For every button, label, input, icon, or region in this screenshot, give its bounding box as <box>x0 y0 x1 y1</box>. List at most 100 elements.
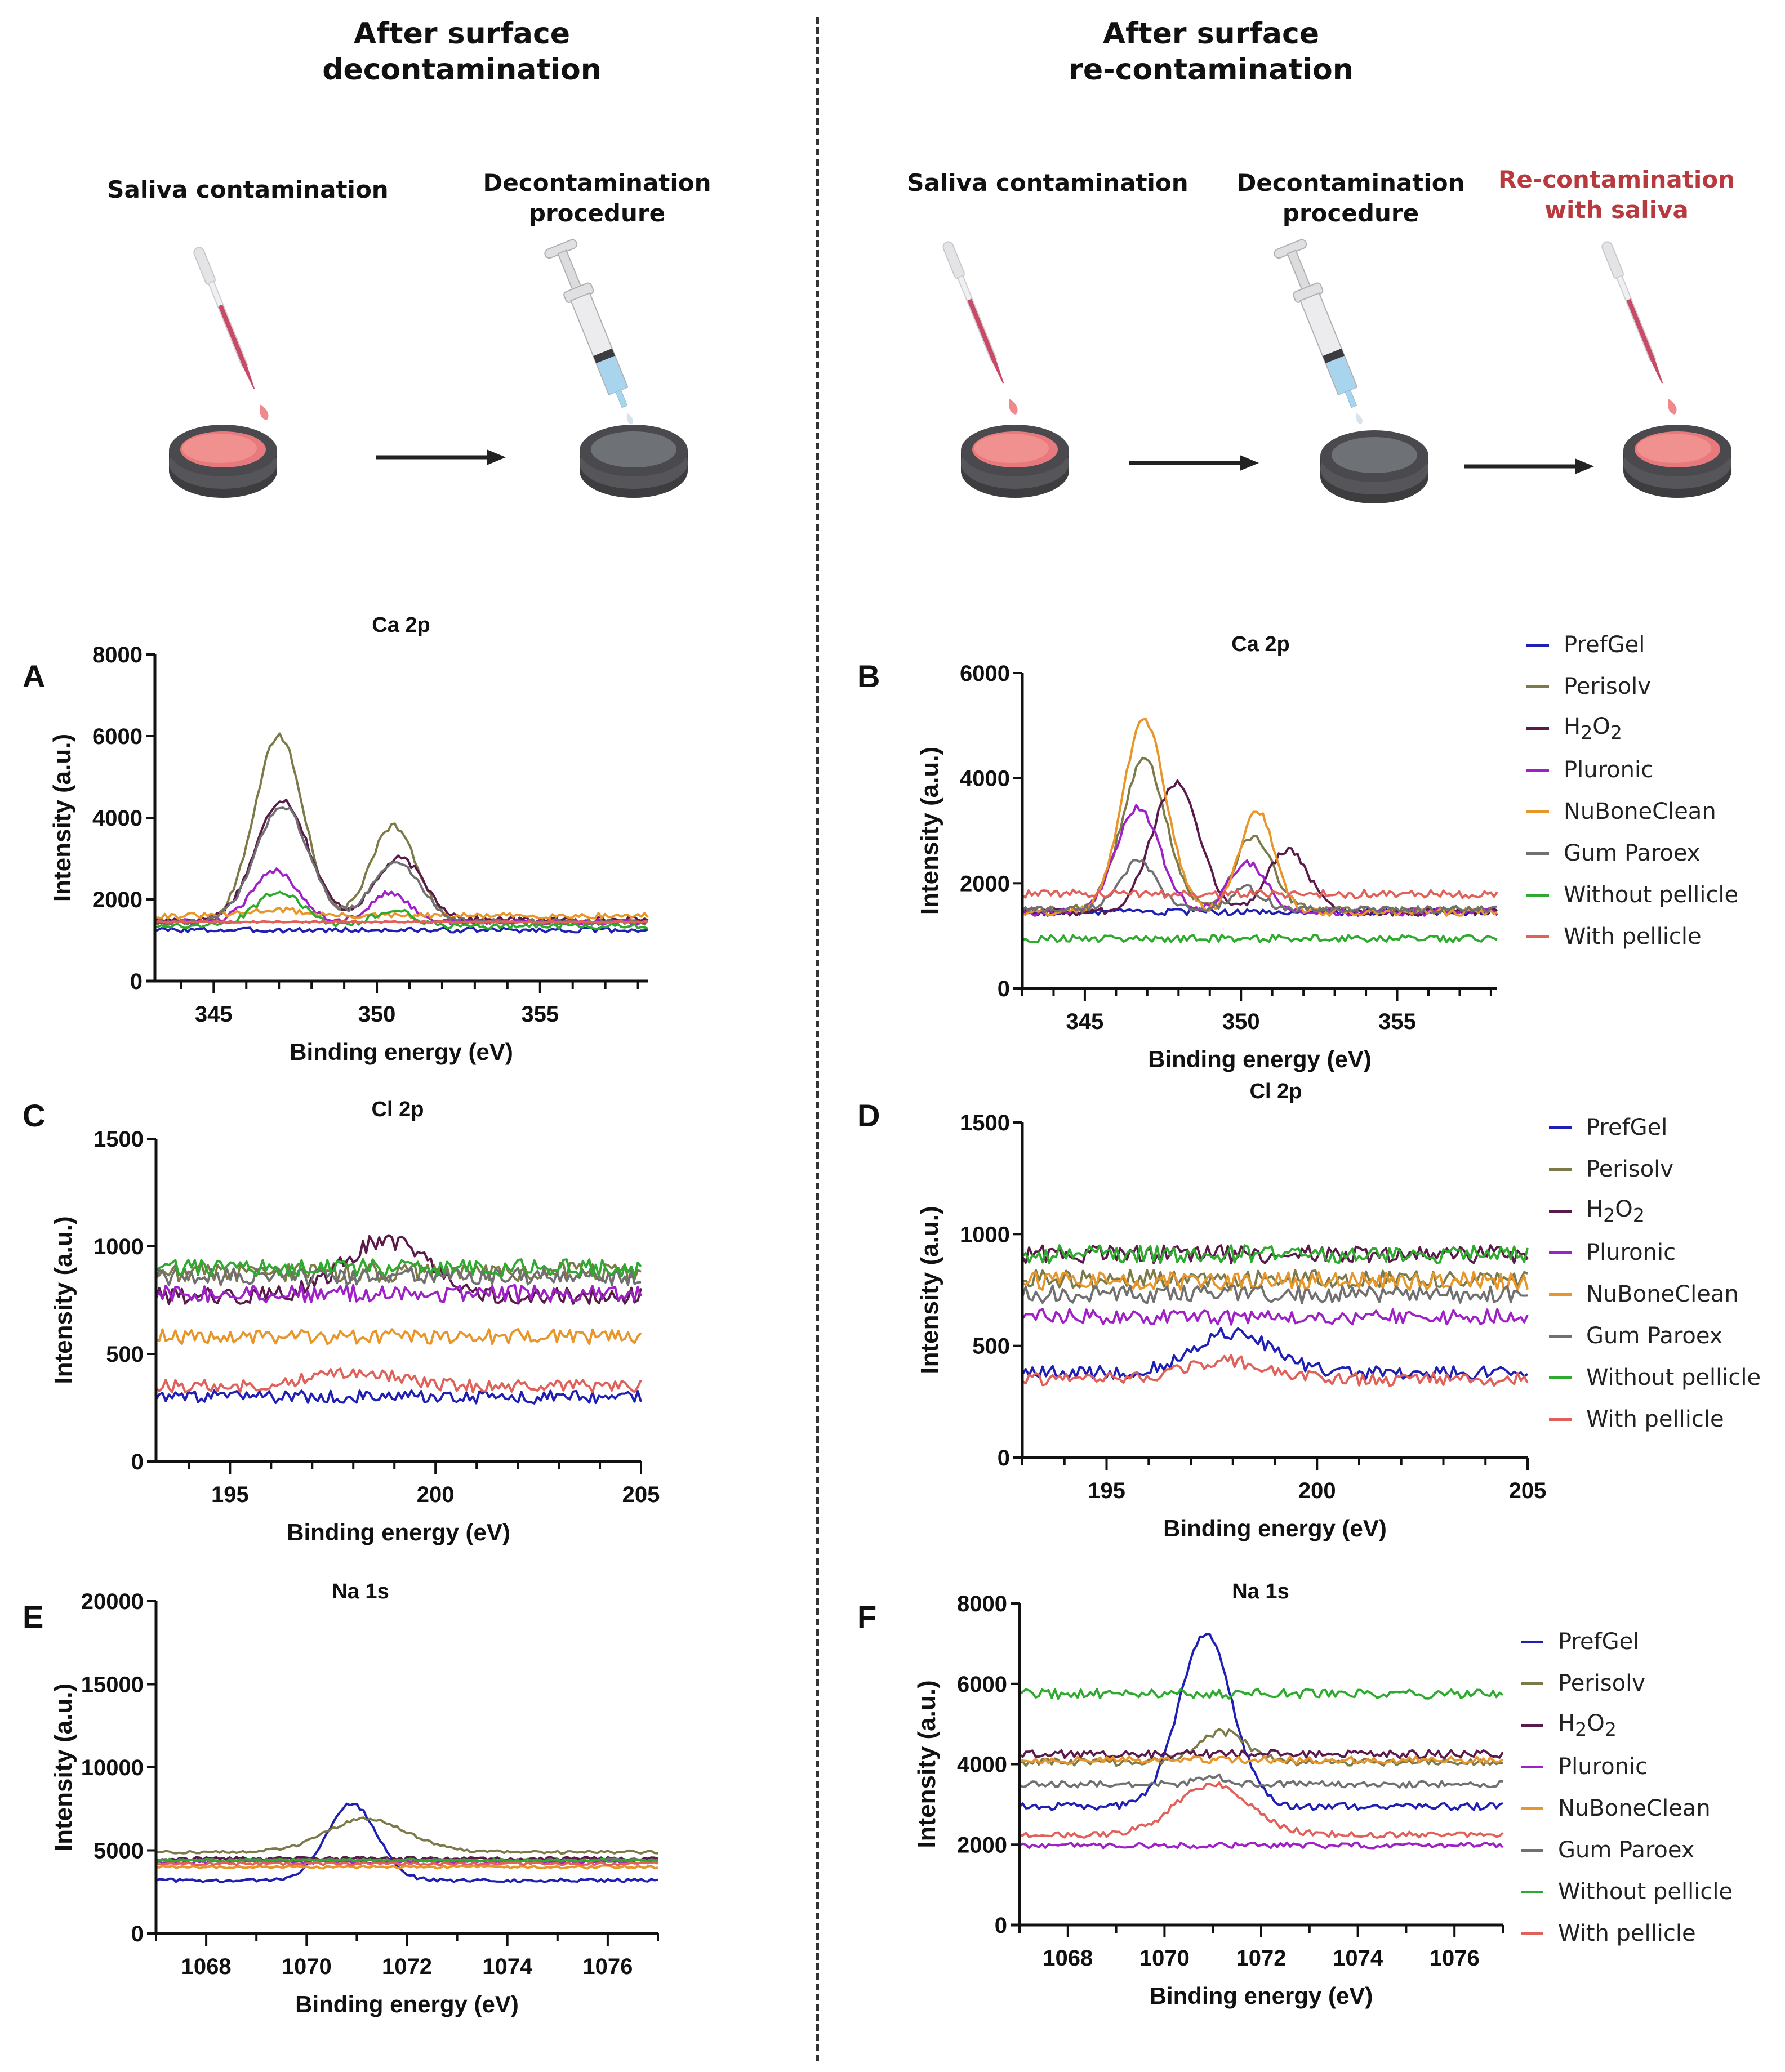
legend-label: With pellicle <box>1586 1406 1724 1432</box>
legend-item-pluronic: Pluronic <box>1549 1232 1761 1273</box>
left-section-title-line1: After surface <box>353 17 571 51</box>
legend-label: NuBoneClean <box>1586 1281 1739 1307</box>
x-tick-label: 1068 <box>181 1954 232 1979</box>
series-line-with-pellicle <box>1021 888 1498 899</box>
series-line-prefgel <box>155 1802 658 1883</box>
section-divider <box>816 17 819 2061</box>
legend-swatch <box>1526 768 1549 772</box>
right-section-title-line2: re-contamination <box>1069 53 1354 87</box>
legend-item-without-pellicle: Without pellicle <box>1549 1357 1761 1398</box>
series-line-h2o2 <box>154 799 648 924</box>
legend-item-gum-paroex: Gum Paroex <box>1549 1315 1761 1357</box>
series-line-pluronic <box>1021 1308 1529 1326</box>
y-tick-label: 6000 <box>960 661 1010 686</box>
chart-panel-c: C Cl 2p 0 500 1000 1500 195 200 205 Binding energ… <box>23 1098 660 1545</box>
series-line-perisolv <box>155 1816 658 1855</box>
legend-panel-f: PrefGel Perisolv H2O2 Pluronic NuBoneClean Gu… <box>1521 1621 1733 1954</box>
x-tick-label: 1074 <box>1333 1946 1383 1971</box>
y-tick-label: 2000 <box>92 888 143 912</box>
series-line-without-pellicle <box>155 1857 658 1863</box>
right-step-3-label-line1: Re-contamination <box>1498 166 1735 193</box>
legend-label: Without pellicle <box>1586 1365 1761 1391</box>
series-line-h2o2 <box>155 1234 642 1305</box>
legend-item-perisolv: Perisolv <box>1526 666 1738 707</box>
legend-label: PrefGel <box>1586 1115 1668 1140</box>
series-line-with-pellicle <box>154 920 648 924</box>
x-tick-label: 355 <box>521 1002 559 1027</box>
legend-label: NuBoneClean <box>1564 799 1716 825</box>
legend-label: With pellicle <box>1564 924 1702 950</box>
y-tick-label: 4000 <box>92 806 143 831</box>
x-axis-label: Binding energy (eV) <box>295 1991 519 2017</box>
legend-item-h2o2: H2O2 <box>1521 1704 1733 1746</box>
series-line-gum-paroex <box>154 806 648 926</box>
y-tick-label: 20000 <box>81 1589 144 1614</box>
legend-item-nuboneclean: NuBoneClean <box>1526 791 1738 832</box>
legend-item-gum-paroex: Gum Paroex <box>1526 832 1738 874</box>
legend-label: Perisolv <box>1558 1670 1645 1696</box>
series-line-without-pellicle <box>1022 934 1498 943</box>
y-axis-label: Intensity (a.u.) <box>913 1680 941 1848</box>
x-axis-label: Binding energy (eV) <box>1148 1046 1372 1072</box>
y-tick-label: 10000 <box>81 1755 144 1780</box>
series-line-prefgel <box>1021 1327 1529 1380</box>
legend-label: Pluronic <box>1564 757 1654 783</box>
x-axis-label: Binding energy (eV) <box>287 1519 510 1545</box>
x-tick-label: 350 <box>1222 1009 1260 1034</box>
y-tick-label: 8000 <box>957 1592 1007 1616</box>
left-step-1-label: Saliva contamination <box>79 175 417 205</box>
series-line-nuboneclean <box>154 906 649 920</box>
right-step-2-label: Decontamination procedure <box>1182 168 1520 229</box>
y-tick-label: 1000 <box>94 1235 144 1259</box>
legend-swatch <box>1549 1168 1572 1171</box>
legend-swatch <box>1521 1932 1543 1935</box>
panel-letter: D <box>857 1098 880 1133</box>
panel-letter: F <box>857 1599 876 1634</box>
chart-title: Na 1s <box>1232 1580 1289 1603</box>
series-line-pluronic <box>1018 1841 1504 1850</box>
legend-swatch <box>1549 1376 1572 1379</box>
legend-swatch <box>1521 1723 1543 1727</box>
legend-label: With pellicle <box>1558 1921 1696 1946</box>
x-tick-label: 345 <box>195 1002 233 1027</box>
legend-label: Perisolv <box>1586 1156 1673 1182</box>
legend-label: H2O2 <box>1564 713 1622 743</box>
legend-label: H2O2 <box>1586 1196 1645 1226</box>
series-line-without-pellicle <box>1018 1688 1504 1700</box>
legend-swatch <box>1549 1251 1572 1254</box>
y-axis-label: Intensity (a.u.) <box>50 1216 77 1384</box>
series-line-gum-paroex <box>1021 859 1498 915</box>
x-tick-label: 205 <box>1509 1478 1547 1503</box>
series-line-prefgel <box>1018 1633 1503 1811</box>
legend-item-pluronic: Pluronic <box>1526 749 1738 791</box>
legend-item-perisolv: Perisolv <box>1521 1663 1733 1704</box>
x-tick-label: 1070 <box>1139 1946 1190 1971</box>
panel-letter: A <box>23 658 45 694</box>
legend-item-with-pellicle: With pellicle <box>1526 916 1738 957</box>
y-tick-label: 0 <box>130 969 143 994</box>
right-step-2-label-line2: procedure <box>1282 199 1419 227</box>
chart-panel-e: E Na 1s 0 5000 10000 15000 20000 1068 1070 1072 10… <box>23 1580 659 2017</box>
series-line-pluronic <box>155 1284 642 1304</box>
panel-letter: C <box>23 1098 45 1133</box>
y-tick-label: 6000 <box>92 724 143 749</box>
x-tick-label: 1074 <box>482 1954 533 1979</box>
legend-label: Perisolv <box>1564 674 1651 699</box>
legend-swatch <box>1526 852 1549 855</box>
y-tick-label: 0 <box>998 1446 1010 1471</box>
series-line-with-pellicle <box>1021 1354 1529 1387</box>
y-axis-label: Intensity (a.u.) <box>48 734 76 902</box>
legend-item-with-pellicle: With pellicle <box>1549 1398 1761 1440</box>
x-tick-label: 200 <box>1298 1478 1336 1503</box>
legend-item-prefgel: PrefGel <box>1521 1621 1733 1663</box>
right-section-title: After surface re-contamination <box>986 16 1436 88</box>
legend-item-nuboneclean: NuBoneClean <box>1549 1273 1761 1315</box>
series-line-prefgel <box>155 1389 642 1405</box>
left-step-2-label: Decontamination procedure <box>428 168 766 229</box>
x-tick-label: 345 <box>1066 1009 1104 1034</box>
legend-item-prefgel: PrefGel <box>1526 624 1738 666</box>
x-tick-label: 350 <box>358 1002 396 1027</box>
legend-swatch <box>1549 1418 1572 1421</box>
x-axis-label: Binding energy (eV) <box>1150 1982 1373 2009</box>
